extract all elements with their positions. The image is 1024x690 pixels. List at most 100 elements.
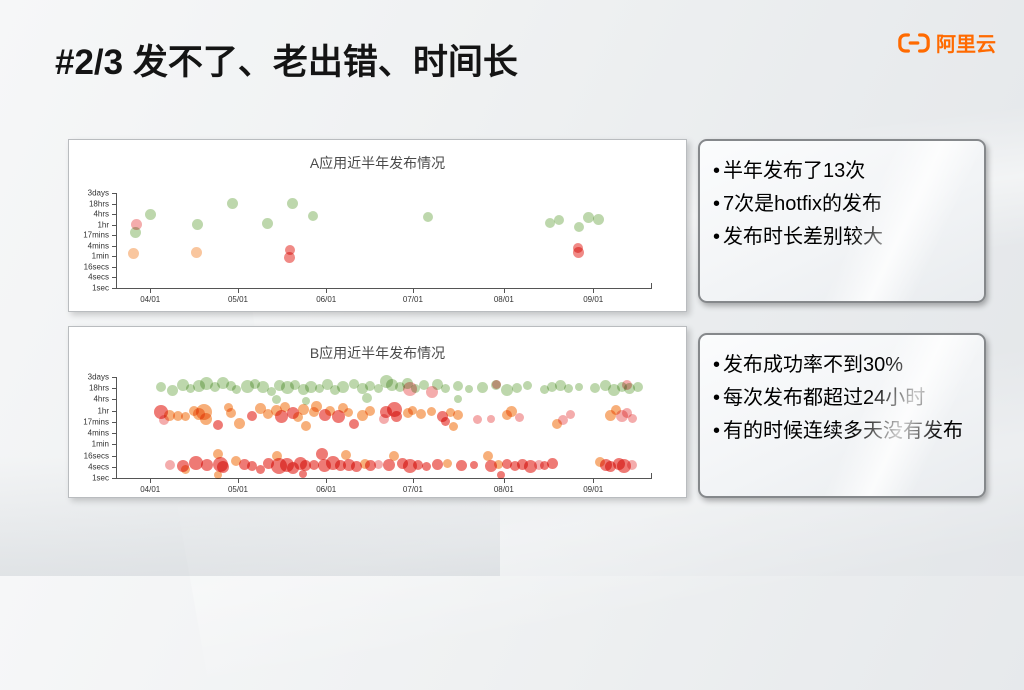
data-point [131,219,143,231]
data-point [349,419,360,430]
data-point [413,459,424,470]
data-point [539,460,549,470]
y-tick-mark [112,444,116,446]
data-point [247,411,258,422]
data-point [408,406,418,416]
data-point [403,382,418,397]
x-tick-label: 04/01 [140,485,161,494]
data-point [130,226,142,238]
x-tick-mark [237,289,239,293]
data-point [378,413,389,424]
x-tick-label: 04/01 [140,295,161,304]
y-axis-line [116,193,117,288]
x-tick-mark [593,289,595,293]
data-point [470,460,479,469]
y-tick-mark [112,466,116,468]
data-point [574,383,583,392]
data-point [563,384,573,394]
data-point [484,459,497,472]
data-point [262,218,274,230]
y-tick-mark [112,388,116,390]
data-point [217,460,229,473]
data-point [300,460,312,472]
data-point [605,461,617,473]
data-point [500,384,513,397]
data-point [373,460,383,470]
bullet-item: 发布成功率不到30% [713,349,971,382]
chart-b-title: B应用近半年发布情况 [309,345,446,361]
data-point [297,383,309,395]
data-point [583,211,595,223]
y-tick-mark [112,256,116,258]
data-point [212,449,223,460]
data-point [145,208,157,220]
data-point [415,409,426,420]
data-point [382,459,395,472]
bullet-item: 7次是hotfix的发布 [713,188,971,221]
y-tick-mark [112,203,116,205]
data-point [394,382,405,393]
data-point [159,414,170,425]
x-tick-mark [150,289,152,293]
y-tick-label: 4secs [88,462,109,472]
y-tick-label: 1sec [92,473,109,483]
data-point [396,458,408,470]
y-tick-mark [112,433,116,435]
x-axis-line [116,478,652,479]
observations-box-app-a: 半年发布了13次 7次是hotfix的发布 发布时长差别较大 [698,139,986,303]
data-point [290,379,301,390]
data-point [351,461,363,473]
y-tick-label: 1hr [97,220,109,230]
data-point [546,458,558,470]
x-tick-label: 08/01 [493,485,514,494]
data-point [533,459,544,470]
data-point [512,383,523,394]
data-point [621,379,632,390]
data-point [189,456,204,471]
y-tick-label: 3days [87,188,109,198]
data-point [279,402,290,413]
data-point [209,382,220,393]
data-point [445,408,455,418]
data-point [308,406,319,417]
data-point [506,406,518,418]
y-tick-label: 4hrs [93,209,109,219]
x-tick-mark [412,289,414,293]
data-point [454,395,463,404]
x-tick-mark [150,479,152,483]
data-point [523,381,533,391]
x-tick-mark [503,289,505,293]
data-point [465,385,474,394]
data-point [557,414,568,425]
data-point [284,251,296,263]
y-tick-label: 4secs [88,272,109,282]
data-point [156,382,167,393]
data-point [275,409,289,423]
data-point [181,464,191,474]
data-point [501,458,512,469]
y-tick-label: 4mins [87,428,109,438]
data-point [315,448,328,461]
y-tick-label: 16secs [83,451,109,461]
data-point [436,410,448,422]
data-point [362,393,373,404]
y-tick-label: 17mins [83,230,109,240]
data-point [254,402,266,414]
data-point [172,411,183,422]
y-tick-mark [112,377,116,378]
data-point [592,213,604,225]
data-point [492,380,502,390]
data-point [308,459,319,470]
y-tick-mark [112,455,116,457]
y-tick-label: 18hrs [88,383,109,393]
data-point [616,382,627,393]
data-point [325,405,335,416]
y-tick-label: 1min [91,439,109,449]
y-tick-label: 4hrs [93,394,109,404]
data-point [440,383,450,393]
data-point [176,378,189,391]
y-tick-label: 1min [91,251,109,261]
data-point [497,470,506,479]
data-point [607,383,620,396]
data-point [365,380,376,391]
